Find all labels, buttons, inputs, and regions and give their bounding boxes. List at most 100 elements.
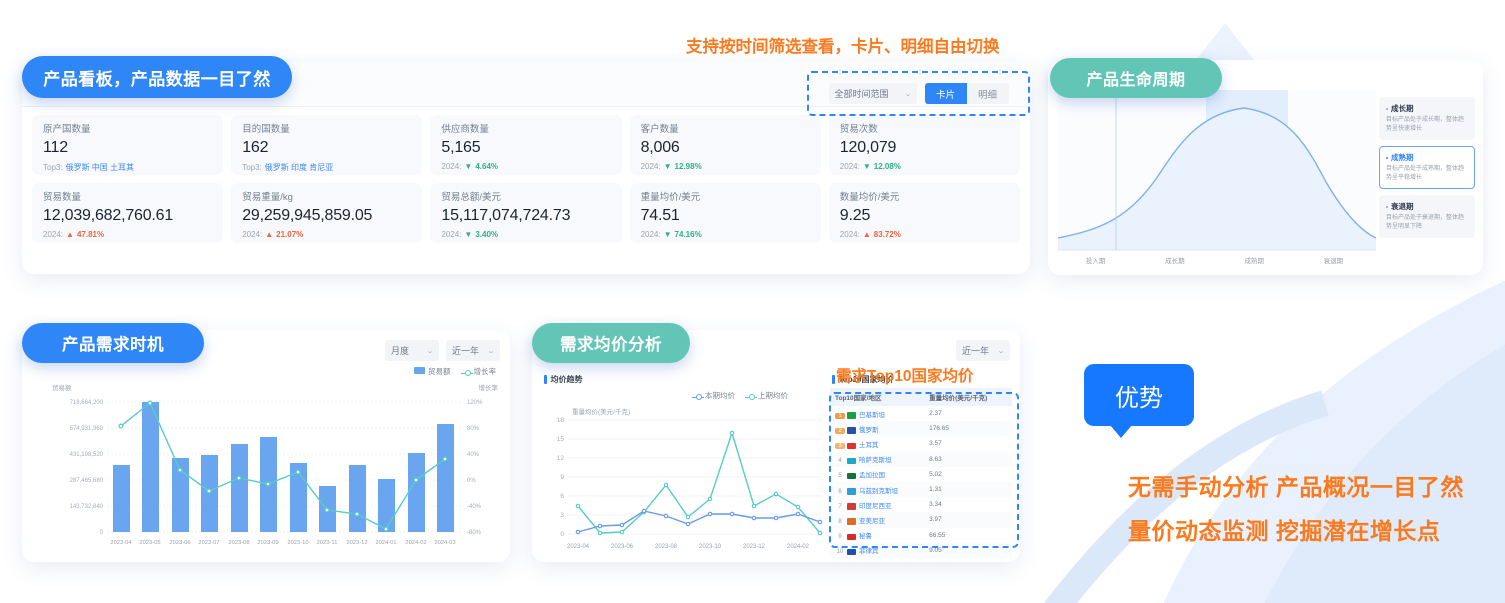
kpi-card[interactable]: 目的国数量 162 Top3: 俄罗斯 印度 肯尼亚 <box>231 115 423 175</box>
kpi-top3-links[interactable]: 俄罗斯 印度 肯尼亚 <box>264 163 334 172</box>
table-row[interactable]: 4 哈萨克斯坦 8.63 <box>830 451 1012 467</box>
rank-badge: 1 <box>835 412 845 419</box>
legend-entry-previous-avg[interactable]: 上期均价 <box>745 390 788 401</box>
rank-badge: 3 <box>835 442 845 449</box>
lifecycle-stage: 成长期 <box>1165 258 1185 265</box>
avg-price-value: 176.65 <box>924 421 1012 437</box>
product-demand-timing-panel: 月度 ⌄ 近一年 ⌄ 贸易额 增长率 贸易额 增长率 718,664,200 5… <box>22 330 510 562</box>
table-row[interactable]: 2 俄罗斯 176.65 <box>830 421 1012 437</box>
table-row[interactable]: 9 秘鲁 66.55 <box>830 528 1012 543</box>
svg-text:9: 9 <box>560 474 564 481</box>
kpi-foot-prefix: 2024: <box>839 162 860 171</box>
table-row[interactable]: 3 土耳其 3.57 <box>830 436 1012 451</box>
kpi-footer: 2024: ▼ 4.64% <box>441 162 610 171</box>
svg-text:2023-08: 2023-08 <box>655 544 678 550</box>
svg-text:2023-08: 2023-08 <box>228 540 249 546</box>
table-row[interactable]: 8 亚美尼亚 3.97 <box>830 512 1012 528</box>
avg-controls: 近一年 ⌄ <box>956 340 1010 361</box>
svg-text:2024-02: 2024-02 <box>405 540 426 546</box>
kpi-foot-prefix: 2024: <box>640 230 661 239</box>
avg-price-value: 9.05 <box>924 542 1012 558</box>
legend-entry-current-avg[interactable]: 本期均价 <box>692 390 735 401</box>
lifecycle-legend-item-growth[interactable]: 成长期 目标产品处于成长期，整体趋势呈快速增长 <box>1379 97 1475 140</box>
flag-icon <box>847 427 856 434</box>
country-name[interactable]: 乌兹别克斯坦 <box>859 487 898 495</box>
kpi-label: 贸易重量/kg <box>242 192 293 203</box>
legend-entry-growth-rate[interactable]: 增长率 <box>460 366 497 377</box>
country-name[interactable]: 菲律宾 <box>859 548 879 556</box>
kpi-top3-links[interactable]: 俄罗斯 中国 土耳其 <box>65 163 135 172</box>
kpi-footer: 2024: ▲ 47.81% <box>43 230 212 239</box>
avg-price-value: 66.55 <box>929 531 946 539</box>
svg-text:2023-10: 2023-10 <box>699 544 722 550</box>
country-name[interactable]: 亚美尼亚 <box>859 517 885 525</box>
svg-text:3: 3 <box>560 512 564 519</box>
trend-up-icon: ▲ <box>66 229 74 239</box>
svg-text:2024-02: 2024-02 <box>787 544 810 550</box>
avg-price-value: 3.97 <box>924 512 1012 528</box>
demand-granularity-select[interactable]: 月度 ⌄ <box>385 340 439 361</box>
time-range-select[interactable]: 全部时间范围 ⌄ <box>828 83 917 104</box>
country-name[interactable]: 巴基斯坦 <box>859 411 885 419</box>
table-row[interactable]: 10 菲律宾 9.05 <box>830 542 1012 558</box>
kpi-percent: 4.64% <box>475 162 499 171</box>
avg-period-select[interactable]: 近一年 ⌄ <box>956 340 1010 361</box>
table-row[interactable]: 5 孟加拉国 5.02 <box>830 467 1012 482</box>
kpi-card[interactable]: 数量均价/美元 9.25 2024: ▲ 83.72% <box>828 183 1020 243</box>
svg-text:18: 18 <box>557 417 565 424</box>
kpi-card[interactable]: 客户数量 8,006 2024: ▼ 12.98% <box>629 115 821 175</box>
lifecycle-legend-item-mature[interactable]: 成熟期 目标产品处于成熟期，整体趋势呈平稳增长 <box>1379 146 1475 189</box>
kpi-card[interactable]: 贸易次数 120,079 2024: ▼ 12.08% <box>828 115 1020 175</box>
demand-y-axis-title: 贸易额 <box>52 385 72 392</box>
kpi-card[interactable]: 贸易数量 12,039,682,760.61 2024: ▲ 47.81% <box>32 183 224 243</box>
svg-text:2023-06: 2023-06 <box>169 540 190 546</box>
table-row[interactable]: 7 印度尼西亚 3.34 <box>830 497 1012 512</box>
kpi-card[interactable]: 供应商数量 5,165 2024: ▼ 4.64% <box>430 115 622 175</box>
svg-text:2023-04: 2023-04 <box>110 540 132 546</box>
tab-detail-view[interactable]: 明细 <box>966 83 1009 104</box>
kpi-value: 12,039,682,760.61 <box>43 207 174 224</box>
rank-badge: 2 <box>835 427 845 434</box>
kpi-card[interactable]: 贸易总额/美元 15,117,074,724.73 2024: ▼ 3.40% <box>430 183 622 243</box>
country-name[interactable]: 孟加拉国 <box>859 472 885 480</box>
flag-icon <box>847 533 856 541</box>
chevron-down-icon: ⌄ <box>903 90 912 98</box>
country-name[interactable]: 秘鲁 <box>859 533 872 541</box>
lifecycle-legend-item-decline[interactable]: 衰退期 目标产品处于衰退期，整体趋势呈明显下降 <box>1379 195 1475 238</box>
view-mode-toggle[interactable]: 卡片 明细 <box>924 83 1009 104</box>
flag-icon <box>847 518 856 525</box>
legend-label: 增长率 <box>473 367 497 376</box>
lifecycle-stage-labels: 投入期 成长期 成熟期 衰退期 <box>1056 255 1373 265</box>
table-row[interactable]: 1 巴基斯坦 2.37 <box>830 406 1012 421</box>
kpi-card[interactable]: 重量均价/美元 74.51 2024: ▼ 74.16% <box>629 183 821 243</box>
kpi-label: 贸易总额/美元 <box>441 192 502 203</box>
kpi-footer: 2024: ▼ 12.98% <box>641 162 810 171</box>
country-name[interactable]: 土耳其 <box>859 441 879 449</box>
country-name[interactable]: 印度尼西亚 <box>859 502 892 510</box>
kpi-card[interactable]: 贸易重量/kg 29,259,945,859.05 2024: ▲ 21.07% <box>231 183 423 243</box>
svg-text:6: 6 <box>560 493 564 500</box>
trend-down-icon: ▼ <box>862 161 871 171</box>
country-name[interactable]: 俄罗斯 <box>859 426 879 434</box>
avg-price-value: 3.57 <box>929 440 942 448</box>
top10-table-wrapper: Top10国家/地区 重量均价(美元/千克) 1 巴基斯坦 2.37 2 俄罗斯 176… <box>830 388 1012 558</box>
country-name[interactable]: 哈萨克斯坦 <box>859 457 892 465</box>
table-row[interactable]: 6 乌兹别克斯坦 1.31 <box>830 481 1012 498</box>
tab-card-view[interactable]: 卡片 <box>924 83 967 104</box>
svg-text:2023-07: 2023-07 <box>198 540 219 546</box>
lifecycle-tag-badge: 产品生命周期 <box>1050 58 1222 98</box>
svg-text:0%: 0% <box>467 478 476 484</box>
kpi-percent: 12.98% <box>674 162 702 171</box>
flag-icon <box>847 548 856 556</box>
legend-desc: 目标产品处于衰退期，整体趋势呈明显下降 <box>1386 215 1465 230</box>
kpi-value: 9.25 <box>839 207 871 224</box>
average-price-analysis-panel: 近一年 ⌄ 均价趋势 Top10国家均价 本期均价 上期均价 重量均价(美元/千… <box>532 330 1020 562</box>
avg-price-value: 8.63 <box>924 451 1012 467</box>
legend-entry-trade-value[interactable]: 贸易额 <box>414 366 451 377</box>
rank-badge: 5 <box>838 473 842 480</box>
trend-down-icon: ▼ <box>663 229 672 239</box>
demand-period-select[interactable]: 近一年 ⌄ <box>446 340 500 361</box>
rank-badge: 9 <box>838 534 842 541</box>
kpi-card[interactable]: 原产国数量 112 Top3: 俄罗斯 中国 土耳其 <box>32 115 224 175</box>
demand-period-value: 近一年 <box>452 346 480 356</box>
